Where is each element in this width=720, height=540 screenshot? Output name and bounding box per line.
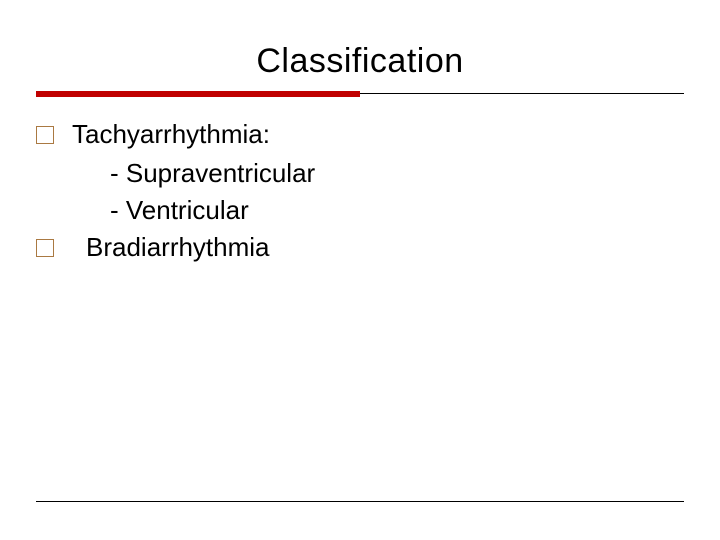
footer-rule [36,501,684,502]
list-item: Tachyarrhythmia: [36,117,684,152]
list-item-label: Bradiarrhythmia [72,230,270,265]
square-bullet-icon [36,126,54,144]
slide-title: Classification [0,0,720,91]
accent-rule [36,91,360,97]
list-subitem: - Supraventricular [110,156,684,191]
content-area: Tachyarrhythmia: - Supraventricular - Ve… [36,117,684,265]
title-underline [36,91,684,97]
list-subitem: - Ventricular [110,193,684,228]
slide: Classification Tachyarrhythmia: - Suprav… [0,0,720,540]
list-item-label: Tachyarrhythmia: [72,117,270,152]
list-item: Bradiarrhythmia [36,230,684,265]
square-bullet-icon [36,239,54,257]
